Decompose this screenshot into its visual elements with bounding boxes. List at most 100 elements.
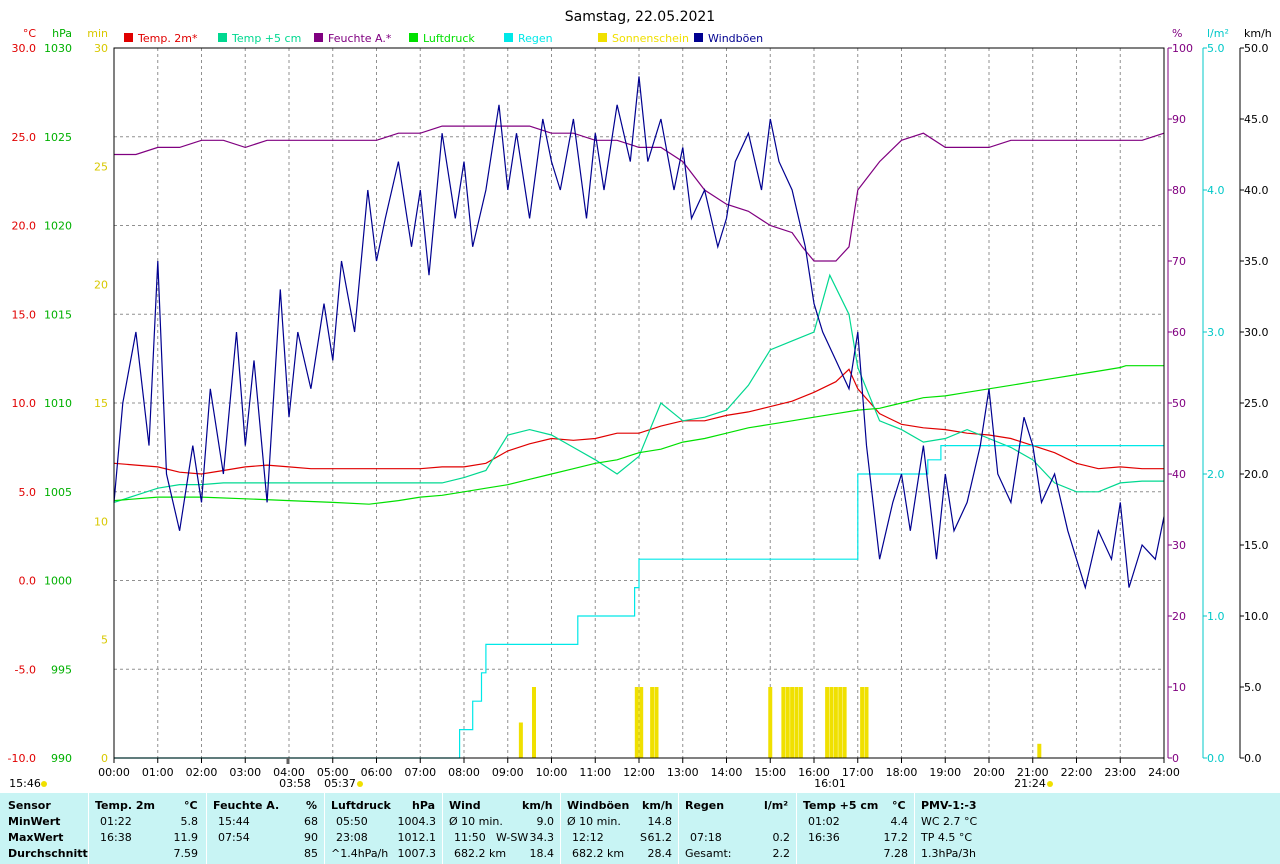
- wind-axis-tick: 5.0: [1244, 681, 1262, 694]
- series-luftdruck: [113, 365, 1164, 505]
- pressure-axis-tick: 1025: [44, 131, 72, 144]
- sunshine-bar: [842, 687, 847, 758]
- sun-axis-tick: 15: [94, 397, 108, 410]
- humidity-avg-value: 85: [304, 847, 318, 860]
- gust-avg-value: 28.4: [647, 847, 673, 860]
- sunshine-bar: [654, 687, 659, 758]
- wind-avg10-label: Ø 10 min.: [449, 815, 503, 828]
- sunshine-bar: [829, 687, 834, 758]
- rain-axis-unit: l/m²: [1207, 27, 1229, 40]
- x-tick-label: 20:00: [973, 766, 1005, 779]
- sunshine-bar: [1037, 743, 1042, 758]
- sunshine-bar: [864, 687, 869, 758]
- row-label-avg: Durchschnitt: [8, 847, 88, 860]
- x-tick-label: 05:00: [317, 766, 349, 779]
- pressure-axis-tick: 1015: [44, 308, 72, 321]
- pressure-max-time: 23:08: [336, 831, 368, 844]
- temp-axis-unit: °C: [23, 27, 37, 40]
- wind-axis-tick: 40.0: [1244, 184, 1269, 197]
- x-tick-label: 01:00: [142, 766, 174, 779]
- moon-marker: [41, 781, 47, 787]
- x-tick-label: 21:00: [1017, 766, 1049, 779]
- x-tick-label: 22:00: [1061, 766, 1093, 779]
- series-temp-5-cm: [113, 273, 1164, 503]
- wind-max-dir: W-SW: [496, 831, 529, 844]
- temp-axis-tick: 0.0: [19, 575, 37, 588]
- sun-axis-unit: min: [87, 27, 108, 40]
- sunshine-bar: [634, 687, 639, 758]
- rain-total-label: Gesamt:: [685, 847, 732, 860]
- temp-axis-tick: -5.0: [15, 663, 36, 676]
- series-layer: [113, 76, 1165, 759]
- annotation-sunrise: 03:58: [279, 777, 311, 790]
- rain-axis-tick: 3.0: [1207, 326, 1225, 339]
- hdr-wind-unit: km/h: [522, 799, 553, 812]
- x-tick-label: 16:00: [798, 766, 830, 779]
- wind-axis-tick: 20.0: [1244, 468, 1269, 481]
- humidity-axis-tick: 10: [1172, 681, 1186, 694]
- x-tick-label: 03:00: [229, 766, 261, 779]
- sun-axis-tick: 10: [94, 515, 108, 528]
- temp5-min-value: 4.4: [890, 815, 909, 828]
- left-axes: °C 30.0 25.0 20.0 15.0 10.0 5.0 0.0 -5.0 -10.0 hPa…: [8, 27, 108, 765]
- temp-min-time: 01:22: [100, 815, 132, 828]
- pressure-axis-unit: hPa: [52, 27, 72, 40]
- humidity-axis-tick: 40: [1172, 468, 1186, 481]
- humidity-axis-tick: 30: [1172, 539, 1186, 552]
- x-tick-label: 02:00: [186, 766, 218, 779]
- x-tick-label: 19:00: [929, 766, 961, 779]
- humidity-axis-tick: 60: [1172, 326, 1186, 339]
- rain-axis-tick: 0.0: [1207, 752, 1225, 765]
- pressure-axis-tick: 1020: [44, 220, 72, 233]
- hdr-sensor: Sensor: [8, 799, 51, 812]
- sun-axis-tick: 25: [94, 160, 108, 173]
- humidity-axis-tick: 50: [1172, 397, 1186, 410]
- row-label-max: MaxWert: [8, 831, 64, 844]
- x-tick-label: 06:00: [361, 766, 393, 779]
- gust-avg10-label: Ø 10 min.: [567, 815, 621, 828]
- legend-swatch: [314, 33, 323, 42]
- sunshine-bar: [833, 687, 838, 758]
- series-feuchte-a-: [114, 125, 1165, 262]
- legend: Temp. 2m* Temp +5 cm Feuchte A.* Luftdruck R…: [124, 32, 763, 45]
- x-tick-label: 10:00: [536, 766, 568, 779]
- sunset-marker: [1047, 781, 1053, 787]
- hdr-rain: Regen: [685, 799, 725, 812]
- weather-chart: Samstag, 22.05.2021 Temp. 2m* Temp +5 cm F…: [8, 9, 1272, 790]
- legend-swatch: [504, 33, 513, 42]
- temp5-max-value: 17.2: [883, 831, 909, 844]
- pressure-axis-tick: 1000: [44, 575, 72, 588]
- hdr-pressure-unit: hPa: [412, 799, 436, 812]
- x-tick-label: 12:00: [623, 766, 655, 779]
- hdr-temp-unit: °C: [184, 799, 198, 812]
- sunshine-bar: [798, 687, 803, 758]
- chart-grid: [114, 48, 1164, 758]
- sunshine-bars: [518, 687, 1042, 758]
- pressure-axis-tick: 1030: [44, 42, 72, 55]
- x-tick-label: 11:00: [579, 766, 611, 779]
- chart-title: Samstag, 22.05.2021: [565, 9, 715, 25]
- sun-marker: [357, 781, 363, 787]
- rain-axis-tick: 1.0: [1207, 610, 1225, 623]
- sunshine-bar: [639, 687, 644, 758]
- wind-distance: 682.2 km: [454, 847, 507, 860]
- sun-axis-tick: 0: [101, 752, 108, 765]
- rain-max-value: 0.2: [772, 831, 791, 844]
- humidity-max-value: 90: [304, 831, 318, 844]
- x-tick-label: 07:00: [404, 766, 436, 779]
- sun-axis-tick: 5: [101, 634, 108, 647]
- legend-label: Temp +5 cm: [231, 32, 301, 45]
- humidity-min-time: 15:44: [218, 815, 250, 828]
- hdr-temp5: Temp +5 cm: [803, 799, 879, 812]
- temp-axis-tick: 10.0: [12, 397, 37, 410]
- wind-axis-tick: 50.0: [1244, 42, 1269, 55]
- annotation-sun: 05:37: [324, 777, 356, 790]
- sunshine-bar: [650, 687, 655, 758]
- temp5-max-time: 16:36: [808, 831, 840, 844]
- x-tick-label: 23:00: [1104, 766, 1136, 779]
- annotation-max: 16:01: [814, 777, 846, 790]
- annotation-moon: 15:46: [9, 777, 41, 790]
- hdr-temp5-unit: °C: [892, 799, 906, 812]
- wind-max-value: 34.3: [529, 831, 555, 844]
- hdr-humidity: Feuchte A.: [213, 799, 280, 812]
